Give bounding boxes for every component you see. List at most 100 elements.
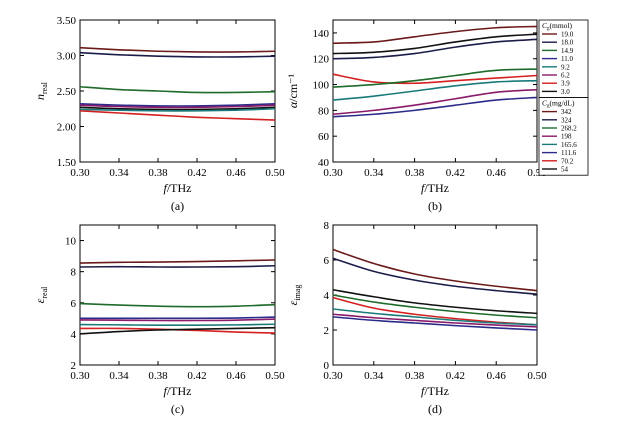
x-tick-label: 0.42 [187,370,206,382]
y-tick-label: 2.00 [57,122,77,134]
panel-a: 0.30 0.34 0.38 0.42 0.46 0.50 1.50 2.00 2.50 3.00… [33,15,285,213]
legend-entry: 342 [561,108,572,116]
series-line [79,104,276,109]
x-tick-label: 0.30 [323,370,343,382]
y-tick-label: 60 [318,131,330,143]
legend-entry: 14.9 [561,47,574,55]
x-axis-label: f/THz [164,384,192,398]
legend-entry: 198 [561,133,572,141]
x-tick-label: 0.42 [446,167,465,179]
y-tick-label: 140 [313,28,330,40]
series-line [332,96,538,118]
x-tick-label: 0.46 [226,370,246,382]
series-line [79,85,276,94]
x-tick-label: 0.30 [323,167,343,179]
series-line [79,51,276,58]
y-tick-label: 8 [324,220,330,232]
y-tick-label: 4 [324,290,330,302]
y-tick-label: 2.50 [57,86,77,98]
series-line [79,323,276,327]
y-tick-label: 2 [324,325,330,337]
x-tick-label: 0.38 [148,370,168,382]
legend-entry: 268.2 [561,125,577,133]
y-tick-label: 10 [65,236,77,248]
series-line [332,257,538,295]
legend-entry: 3.0 [561,88,570,96]
series-line [332,248,538,292]
panel-label: (d) [428,402,442,416]
series-line [79,107,276,112]
x-tick-label: 0.34 [109,167,129,179]
x-tick-label: 0.34 [364,370,384,382]
series-line [79,102,276,107]
series-line [332,33,538,55]
series-line [79,46,276,53]
series-line [332,313,538,328]
y-tick-label: 40 [318,157,330,169]
panel-d: 0.30 0.34 0.38 0.42 0.46 0.50 0 2 4 6 8 f/THz εimag (… [286,220,547,416]
plot-frame [79,224,276,366]
y-tick-label: 1.50 [57,157,77,169]
series-line [332,73,538,85]
series-line [79,110,276,121]
x-tick-label: 0.46 [487,167,507,179]
y-axis-label: α/cm⁻¹ [286,73,300,108]
y-axis-label: nreal [33,81,49,100]
series-line [332,316,538,331]
x-axis-label: f/THz [421,384,449,398]
series-line [332,288,538,315]
x-tick-label: 0.38 [405,370,425,382]
y-tick-label: 3.00 [57,51,77,63]
x-tick-label: 0.34 [109,370,129,382]
series-line [332,25,538,45]
panel-label: (a) [171,199,184,213]
y-axis-label: εimag [286,285,302,306]
series-line [79,302,276,308]
y-tick-label: 8 [71,267,77,279]
legend-entry: 111.6 [561,149,577,157]
x-tick-label: 0.50 [265,370,285,382]
x-tick-label: 0.42 [446,370,465,382]
y-tick-label: 6 [324,255,330,267]
panel-label: (c) [171,402,184,416]
legend-entry: 6.2 [561,72,570,80]
plot-frame [332,19,538,163]
legend-title: Cg(mg/dL) [542,99,575,110]
series-line [79,106,276,111]
x-tick-label: 0.30 [70,370,90,382]
y-tick-label: 0 [324,360,330,372]
series-line [332,294,538,319]
series-line [79,259,276,264]
y-tick-label: 80 [318,105,330,117]
legend-entry: 324 [561,116,572,124]
panel-b: 0.30 0.34 0.38 0.42 0.46 0.50406080100120140f… [286,19,589,213]
legend-entry: 165.6 [561,141,577,149]
legend: Cg(mmol)19.018.014.911.09.26.23.93.0 [538,19,589,98]
y-tick-label: 120 [313,54,330,66]
series-line [332,308,538,326]
series-line [79,318,276,322]
x-tick-label: 0.38 [405,167,425,179]
series-line [332,68,538,88]
panel-label: (b) [428,199,442,213]
x-tick-label: 0.42 [187,167,206,179]
legend-entry: 9.2 [561,63,570,71]
panel-c: 0.30 0.34 0.38 0.42 0.46 0.50 2 4 6 8 10 f/THz εreal… [33,224,285,416]
y-tick-label: 3.50 [57,15,77,27]
legend-entry: 11.0 [561,55,573,63]
y-tick-label: 4 [71,329,77,341]
x-axis-label: f/THz [421,181,449,195]
y-tick-label: 100 [313,80,330,92]
x-tick-label: 0.46 [226,167,246,179]
legend-title: Cg(mmol) [542,21,573,32]
x-axis-label: f/THz [164,181,192,195]
y-tick-label: 6 [71,298,77,310]
x-tick-label: 0.50 [527,370,547,382]
series-line [79,264,276,268]
y-axis-label: εreal [33,286,49,304]
series-line [79,326,276,335]
legend-entry: 18.0 [561,39,574,47]
x-tick-label: 0.38 [148,167,168,179]
